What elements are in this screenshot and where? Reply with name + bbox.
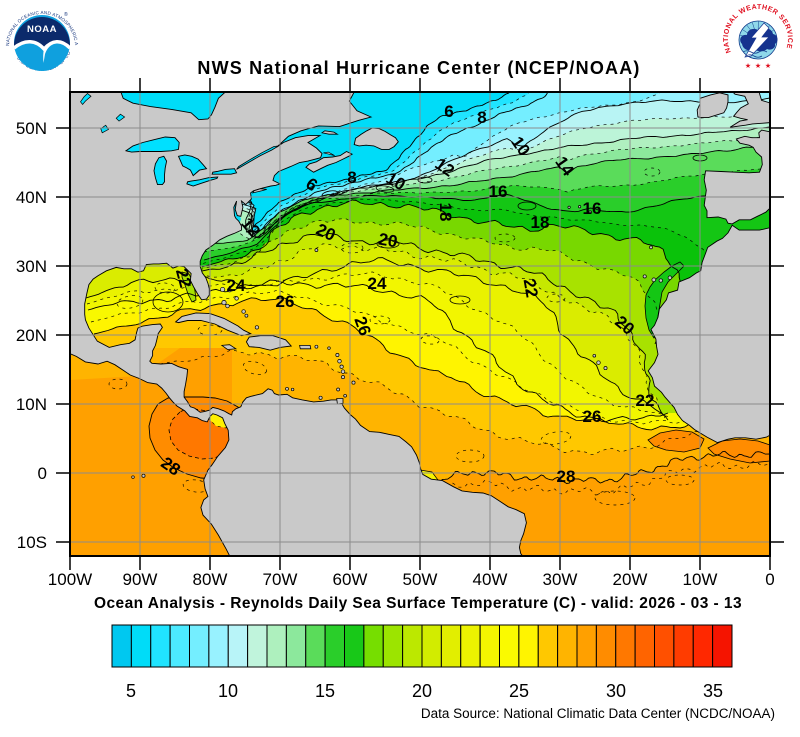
svg-text:50N: 50N: [16, 119, 47, 138]
svg-text:26: 26: [583, 407, 602, 426]
svg-text:80W: 80W: [193, 570, 228, 589]
svg-text:20: 20: [377, 229, 399, 251]
svg-text:8: 8: [347, 168, 356, 187]
svg-text:16: 16: [583, 199, 602, 218]
svg-text:22: 22: [636, 391, 655, 410]
svg-text:NOAA: NOAA: [27, 24, 57, 35]
svg-text:Ocean Analysis - Reynolds Dail: Ocean Analysis - Reynolds Daily Sea Surf…: [94, 595, 742, 612]
svg-text:100W: 100W: [48, 570, 92, 589]
svg-text:20W: 20W: [613, 570, 648, 589]
svg-text:NWS National Hurricane Center: NWS National Hurricane Center (NCEP/NOAA…: [197, 58, 640, 78]
svg-text:18: 18: [531, 213, 550, 232]
svg-text:★: ★: [755, 62, 761, 70]
svg-text:5: 5: [126, 681, 136, 701]
svg-text:10: 10: [218, 681, 238, 701]
svg-text:15: 15: [315, 681, 335, 701]
svg-text:22: 22: [172, 267, 195, 290]
svg-text:16: 16: [489, 182, 508, 201]
svg-text:26: 26: [276, 292, 295, 311]
svg-text:0: 0: [38, 464, 47, 483]
svg-text:20N: 20N: [16, 326, 47, 345]
svg-text:★: ★: [765, 62, 771, 70]
svg-text:10S: 10S: [17, 533, 47, 552]
svg-text:24: 24: [368, 274, 387, 293]
svg-text:22: 22: [520, 277, 542, 299]
svg-text:20: 20: [412, 681, 432, 701]
svg-text:40N: 40N: [16, 188, 47, 207]
svg-text:6: 6: [444, 102, 453, 121]
svg-text:★: ★: [745, 62, 751, 70]
svg-text:25: 25: [509, 681, 529, 701]
svg-text:28: 28: [557, 467, 576, 486]
svg-text:60W: 60W: [333, 570, 368, 589]
svg-text:10N: 10N: [16, 395, 47, 414]
svg-text:35: 35: [703, 681, 723, 701]
svg-text:30W: 30W: [543, 570, 578, 589]
svg-text:10W: 10W: [683, 570, 718, 589]
svg-text:®: ®: [64, 11, 68, 18]
svg-text:8: 8: [477, 108, 486, 127]
svg-text:30N: 30N: [16, 257, 47, 276]
svg-text:24: 24: [227, 276, 246, 295]
svg-text:70W: 70W: [263, 570, 298, 589]
svg-text:90W: 90W: [123, 570, 158, 589]
svg-text:30: 30: [606, 681, 626, 701]
svg-text:0: 0: [765, 570, 774, 589]
svg-text:18: 18: [436, 203, 455, 222]
svg-text:50W: 50W: [403, 570, 438, 589]
svg-text:40W: 40W: [473, 570, 508, 589]
svg-text:Data Source: National Climatic: Data Source: National Climatic Data Cent…: [421, 706, 775, 721]
